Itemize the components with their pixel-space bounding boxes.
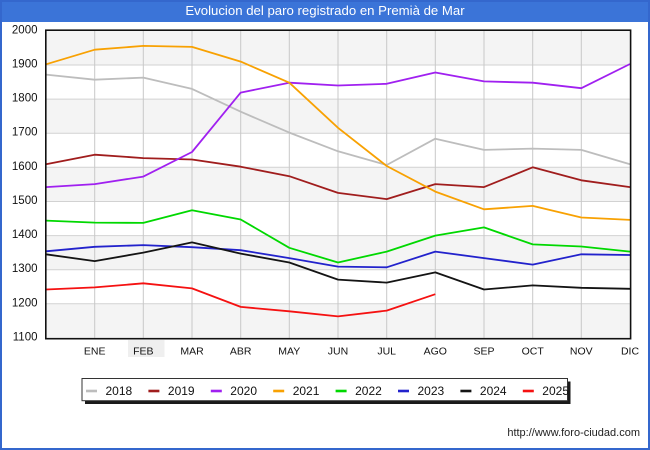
svg-text:1900: 1900 (12, 59, 38, 71)
svg-text:2020: 2020 (230, 384, 257, 398)
svg-text:DIC: DIC (621, 346, 640, 358)
svg-text:AGO: AGO (424, 346, 447, 358)
svg-text:1300: 1300 (12, 263, 38, 275)
svg-text:2021: 2021 (293, 384, 320, 398)
svg-text:JUL: JUL (377, 346, 396, 358)
svg-text:2024: 2024 (480, 384, 507, 398)
svg-text:ENE: ENE (84, 346, 106, 358)
svg-text:FEB: FEB (133, 346, 153, 358)
svg-text:SEP: SEP (473, 346, 494, 358)
svg-text:http://www.foro-ciudad.com: http://www.foro-ciudad.com (507, 427, 640, 439)
svg-text:NOV: NOV (570, 346, 593, 358)
svg-text:MAR: MAR (180, 346, 204, 358)
svg-text:MAY: MAY (278, 346, 300, 358)
svg-text:2019: 2019 (168, 384, 195, 398)
svg-text:2018: 2018 (106, 384, 133, 398)
svg-text:2023: 2023 (418, 384, 445, 398)
svg-text:OCT: OCT (522, 346, 545, 358)
svg-text:1700: 1700 (12, 127, 38, 139)
svg-text:2025: 2025 (542, 384, 569, 398)
svg-text:JUN: JUN (328, 346, 348, 358)
svg-text:1200: 1200 (12, 297, 38, 309)
svg-text:ABR: ABR (230, 346, 252, 358)
svg-text:1500: 1500 (12, 195, 38, 207)
svg-text:1800: 1800 (12, 93, 38, 105)
svg-text:1600: 1600 (12, 161, 38, 173)
svg-text:1400: 1400 (12, 229, 38, 241)
svg-text:2022: 2022 (355, 384, 382, 398)
svg-text:2000: 2000 (12, 24, 38, 36)
svg-text:1100: 1100 (13, 331, 38, 343)
